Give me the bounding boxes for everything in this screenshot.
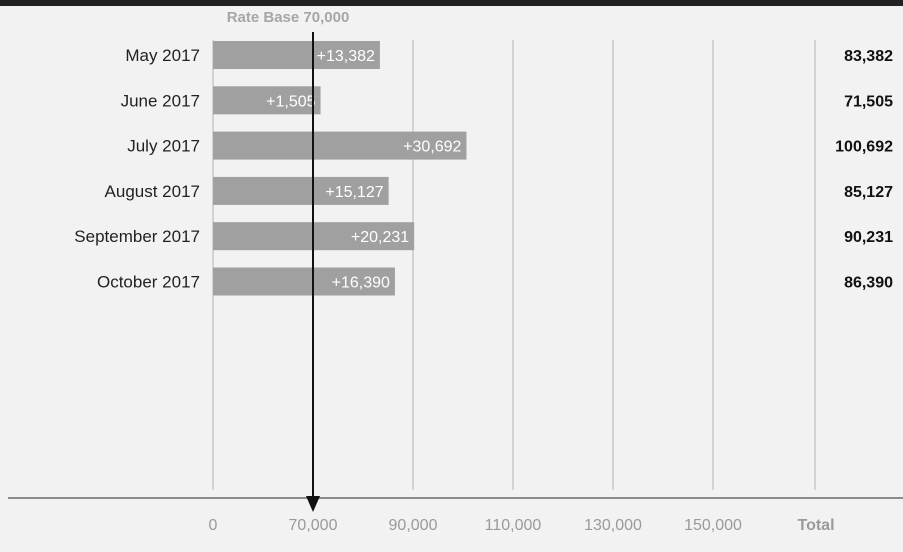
total-value-label: 85,127 <box>844 184 893 201</box>
top-border <box>0 0 903 6</box>
total-header: Total <box>797 517 834 534</box>
x-tick-label: 150,000 <box>684 517 742 534</box>
bar-increment-label: +15,127 <box>325 184 383 201</box>
x-tick-label: 70,000 <box>289 517 338 534</box>
bar-increment-label: +30,692 <box>403 139 461 156</box>
category-label: June 2017 <box>121 91 200 110</box>
total-labels: 83,382 71,505 100,692 85,127 90,231 86,390 <box>835 48 893 292</box>
bar <box>213 86 321 115</box>
category-label: July 2017 <box>127 137 200 156</box>
total-value-label: 100,692 <box>835 139 893 156</box>
x-tick-label: 110,000 <box>485 517 542 534</box>
category-label: August 2017 <box>105 182 200 201</box>
category-label: October 2017 <box>97 273 200 292</box>
bar-increment-label: +20,231 <box>351 229 409 246</box>
grid-lines <box>212 40 816 490</box>
total-value-label: 86,390 <box>844 275 893 292</box>
bars <box>213 41 467 296</box>
base-arrow-head <box>306 496 320 512</box>
bar <box>213 131 467 160</box>
category-labels: May 2017 June 2017 July 2017 August 2017 Sep… <box>74 46 200 292</box>
bar <box>213 267 395 296</box>
total-value-label: 90,231 <box>844 229 893 246</box>
base-annotation: Rate Base 70,000 <box>227 9 350 26</box>
bar-increment-labels: +13,382 +1,505 +30,692 +15,127 +20,231 +16,39… <box>266 48 461 292</box>
x-tick-label: 90,000 <box>389 517 438 534</box>
total-value-label: 83,382 <box>844 48 893 65</box>
x-tick-label: 0 <box>209 517 218 534</box>
category-label: September 2017 <box>74 227 200 246</box>
bar <box>213 41 380 69</box>
bar-increment-label: +16,390 <box>332 275 390 292</box>
bar-increment-label: +13,382 <box>317 48 375 65</box>
total-value-label: 71,505 <box>844 93 893 110</box>
category-label: May 2017 <box>125 46 200 65</box>
x-tick-label: 130,000 <box>584 517 642 534</box>
base-arrow <box>306 32 320 512</box>
bar-increment-label: +1,505 <box>266 93 315 110</box>
bar <box>213 176 389 205</box>
x-tick-labels: 0 70,000 90,000 110,000 130,000 150,000 <box>209 517 742 534</box>
